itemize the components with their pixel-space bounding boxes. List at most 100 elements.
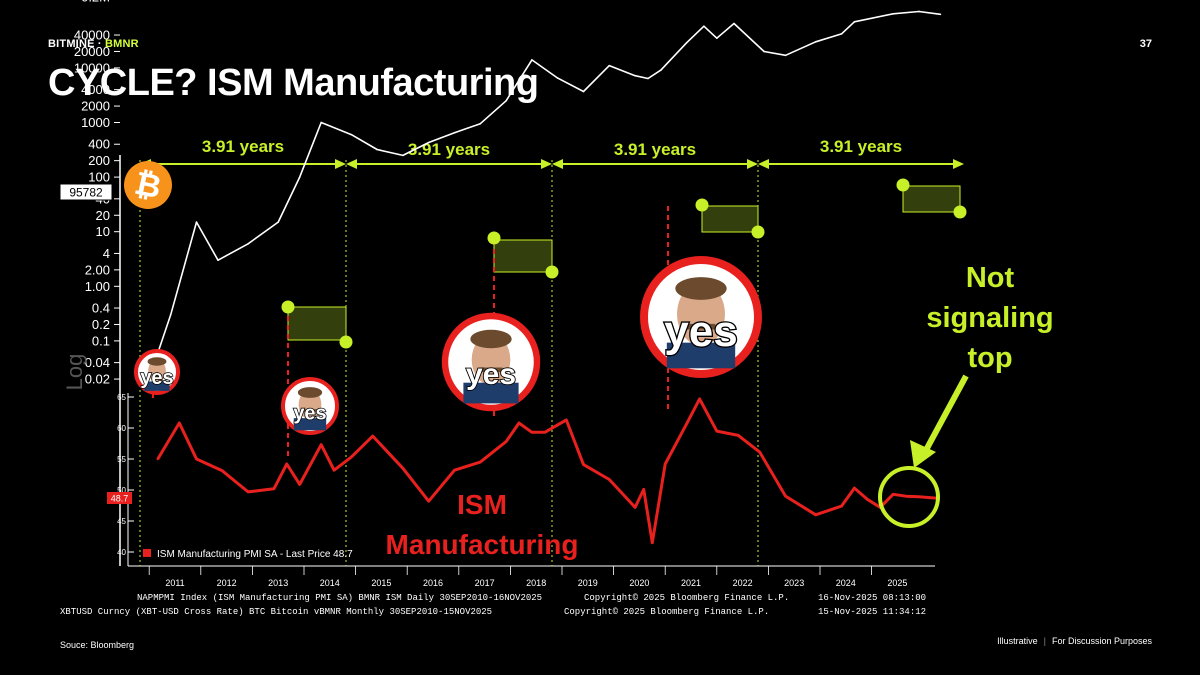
- btc-point: [918, 10, 920, 13]
- cycle-dot-4: [695, 198, 709, 212]
- btc-point: [647, 77, 649, 80]
- btc-point: [939, 13, 942, 16]
- cycle-arrowhead-right-2: [747, 159, 758, 169]
- btc-source-copyright: Copyright© 2025 Bloomberg Finance L.P.: [564, 607, 769, 617]
- btc-point: [784, 54, 787, 57]
- btc-y-tick-label-19: 40000: [74, 28, 110, 43]
- cycle-dot-1: [339, 335, 353, 349]
- btc-y-tick-label-3: 0.2: [92, 317, 110, 332]
- ism-point: [350, 455, 353, 459]
- ism-source-copyright: Copyright© 2025 Bloomberg Finance L.P.: [584, 593, 789, 603]
- ism-source-timestamp: 16-Nov-2025 08:13:00: [818, 593, 926, 603]
- btc-point: [531, 59, 533, 61]
- ism-point: [784, 495, 787, 498]
- btc-point: [660, 69, 662, 71]
- ism-point: [517, 421, 521, 425]
- yes-label: yes: [140, 367, 173, 389]
- ism-point: [651, 541, 654, 544]
- callout-line-1: Not: [965, 262, 1015, 294]
- ism-point: [285, 462, 288, 466]
- btc-y-tick-label-5: 1.00: [85, 279, 110, 294]
- ism-point: [582, 463, 585, 466]
- btc-point: [608, 64, 611, 67]
- ism-y-tick-label-1: 45: [117, 517, 126, 526]
- btc-y-tick-label-4: 0.4: [92, 301, 110, 316]
- btc-point: [814, 41, 817, 43]
- btc-y-tick-label-16: 4000: [81, 82, 110, 97]
- btc-point: [427, 141, 430, 144]
- jacket-icon: [666, 342, 736, 369]
- btc-y-tick-label-17: 10000: [74, 60, 110, 75]
- ism-y-tick-label-5: 65: [117, 393, 126, 402]
- cycle-arrowhead-left-2: [552, 159, 563, 169]
- ism-y-tick-label-2: 50: [117, 486, 126, 495]
- btc-y-tick-label-15: 2000: [81, 99, 110, 114]
- footer-discussion: For Discussion Purposes: [1051, 636, 1152, 646]
- x-tick-label-8: 2019: [578, 578, 598, 588]
- mustache-icon: [303, 409, 317, 412]
- not-signaling-top-callout: Not signaling top: [905, 258, 1075, 378]
- ism-point: [758, 450, 761, 454]
- cycle-arrowhead-right-3: [953, 159, 964, 169]
- ism-point: [479, 460, 482, 464]
- btc-point: [453, 131, 456, 134]
- btc-point: [685, 41, 688, 44]
- x-tick-label-14: 2025: [887, 578, 907, 588]
- ism-point: [272, 487, 276, 490]
- btc-point: [733, 22, 735, 25]
- ism-point: [853, 486, 856, 490]
- btc-point: [479, 122, 482, 125]
- ism-point: [427, 499, 430, 503]
- x-tick-label-11: 2022: [733, 578, 753, 588]
- ism-point: [904, 495, 908, 498]
- callout-line-2: signaling: [926, 302, 1054, 334]
- btc-point: [298, 176, 301, 178]
- yes-label: yes: [293, 403, 326, 425]
- ism-source-desc: NAPMPMI Index (ISM Manufacturing PMI SA)…: [137, 593, 542, 603]
- btc-point: [277, 221, 280, 223]
- mustache-icon: [151, 374, 163, 377]
- hair-icon: [297, 387, 323, 398]
- btc-y-tick-label-7: 4: [103, 246, 110, 261]
- btc-point: [853, 20, 856, 23]
- ism-point: [737, 434, 740, 437]
- btc-point: [556, 77, 559, 79]
- mustache-icon: [686, 323, 716, 330]
- brand-company: BITMINE: [48, 38, 95, 50]
- drawdown-box-3: [902, 185, 961, 213]
- ism-y-tick-label-3: 55: [117, 455, 126, 464]
- btc-y-tick-label-8: 10: [96, 224, 110, 239]
- btc-point: [716, 37, 718, 39]
- x-tick-label-12: 2023: [784, 578, 804, 588]
- brand-header: BITMINE · BMNR: [48, 38, 139, 50]
- btc-series-line: [157, 10, 941, 354]
- ism-point: [891, 493, 895, 496]
- ism-point: [221, 469, 224, 472]
- ism-point: [543, 431, 546, 434]
- hair-icon: [675, 277, 727, 300]
- btc-source-desc: XBTUSD Curncy (XBT-USD Cross Rate) BTC B…: [60, 607, 492, 617]
- callout-arrowhead: [910, 440, 936, 468]
- x-tick-label-1: 2012: [217, 578, 237, 588]
- ism-point: [298, 483, 301, 486]
- btc-current-value-box: [59, 183, 113, 201]
- yes-label: yes: [664, 307, 737, 356]
- ism-point: [664, 462, 667, 466]
- ism-point: [320, 443, 323, 446]
- cycle-label-2: 3.91 years: [614, 140, 696, 159]
- cycle-dot-0: [281, 300, 295, 314]
- ism-point: [565, 418, 568, 422]
- ism-point: [866, 498, 869, 501]
- x-tick-label-9: 2020: [629, 578, 649, 588]
- ism-point: [178, 421, 181, 425]
- legend-swatch: [143, 549, 151, 557]
- page-number: 37: [1139, 38, 1152, 50]
- ism-point: [453, 468, 456, 472]
- ism-point: [608, 478, 611, 481]
- source-note: Souce: Bloomberg: [60, 640, 135, 650]
- ism-label-line-1: ISM: [457, 489, 507, 520]
- btc-point: [703, 25, 705, 28]
- ism-point: [642, 488, 645, 491]
- x-tick-label-4: 2015: [371, 578, 391, 588]
- ism-point: [698, 397, 701, 401]
